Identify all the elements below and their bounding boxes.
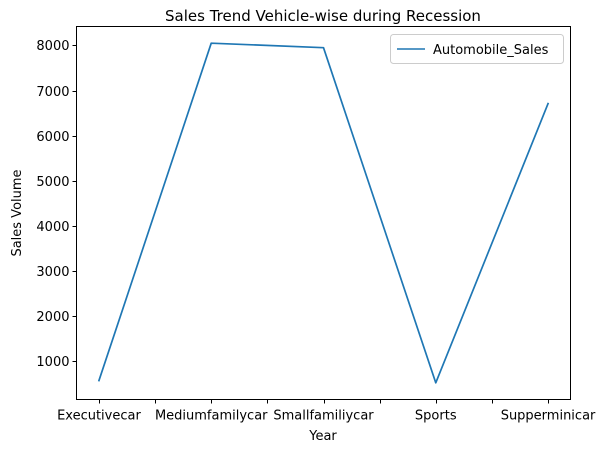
series-layer	[97, 42, 550, 384]
plot-frame	[76, 26, 571, 400]
x-tick-label: Executivecar	[57, 409, 141, 424]
y-tick-label: 1000	[36, 355, 69, 370]
y-axis-ticks: 1000 2000 3000 4000 5000 6000 7000 8000	[36, 39, 77, 370]
y-tick-label: 8000	[36, 39, 69, 54]
x-tick-label: Smallfamiliycar	[273, 409, 374, 424]
x-tick-label: Sports	[415, 409, 457, 424]
y-tick-label: 4000	[36, 220, 69, 235]
legend-box	[390, 34, 564, 64]
x-axis-ticks: Executivecar Mediumfamilycar Smallfamiliyc…	[57, 399, 596, 424]
y-axis-title: Sales Volume	[10, 169, 25, 256]
chart-title: Sales Trend Vehicle-wise during Recessio…	[165, 7, 481, 25]
x-tick-label: Mediumfamilycar	[155, 409, 268, 424]
y-tick-label: 7000	[36, 85, 69, 100]
x-axis-title: Year	[308, 429, 337, 444]
series-line-automobile-sales	[97, 42, 550, 384]
y-tick-label: 3000	[36, 265, 69, 280]
y-tick-label: 2000	[36, 310, 69, 325]
y-tick-label: 6000	[36, 130, 69, 145]
x-tick-label: Supperminicar	[501, 409, 596, 424]
legend: Automobile_Sales	[390, 34, 564, 64]
legend-label-automobile-sales: Automobile_Sales	[433, 43, 549, 58]
y-tick-label: 5000	[36, 175, 69, 190]
